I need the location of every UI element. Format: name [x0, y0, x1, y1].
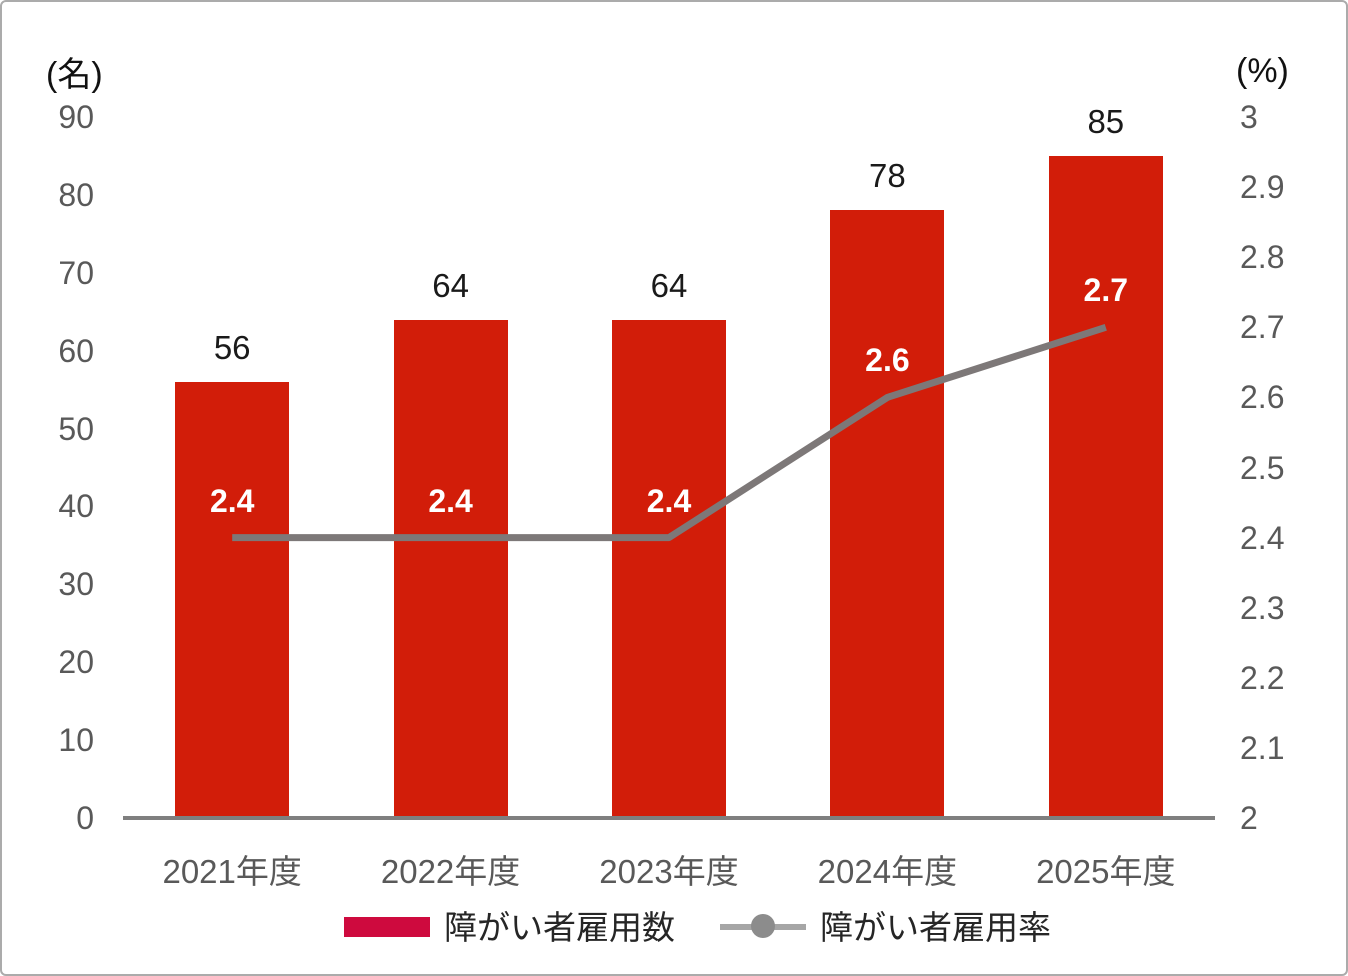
bar-3 — [830, 210, 945, 818]
line-value-label: 2.4 — [428, 482, 473, 519]
right-axis-tick: 2.1 — [1240, 729, 1285, 766]
left-axis-tick: 40 — [58, 488, 94, 525]
bar-0 — [175, 381, 290, 818]
left-axis-tick: 30 — [58, 566, 94, 603]
bar-value-label: 64 — [432, 266, 469, 304]
bar-value-label: 85 — [1087, 102, 1125, 140]
left-axis-tick: 70 — [58, 254, 94, 291]
left-axis-tick: 60 — [58, 332, 94, 369]
x-axis-line — [123, 816, 1215, 820]
legend-bar-swatch — [344, 917, 430, 937]
right-axis-tick: 2.3 — [1240, 589, 1285, 626]
right-axis-tick: 2.4 — [1240, 519, 1285, 556]
left-axis-tick: 10 — [58, 722, 94, 759]
x-axis-label: 2021年度 — [162, 853, 302, 890]
right-axis-tick: 2.8 — [1240, 239, 1285, 276]
right-axis-tick: 3 — [1240, 99, 1258, 135]
left-axis-tick: 50 — [58, 410, 94, 447]
right-axis-tick: 2.5 — [1240, 449, 1285, 486]
legend-marker-dot-icon — [751, 914, 775, 938]
line-value-label: 2.6 — [865, 342, 910, 379]
x-axis-label: 2024年度 — [817, 853, 958, 890]
right-axis-unit-label: (%) — [1236, 52, 1289, 90]
left-axis-unit-label: (名) — [46, 56, 103, 94]
left-axis-tick: 80 — [58, 176, 94, 213]
x-axis-label: 2022年度 — [380, 853, 521, 890]
right-axis-tick: 2.2 — [1240, 659, 1285, 696]
right-axis-tick: 2.6 — [1240, 379, 1285, 416]
line-value-label: 2.4 — [209, 482, 255, 519]
x-axis-label: 2023年度 — [599, 853, 739, 890]
bar-value-label: 64 — [650, 266, 688, 304]
right-axis-tick: 2.7 — [1240, 309, 1285, 346]
legend-label-employment-rate: 障がい者雇用率 — [820, 909, 1051, 946]
right-axis-tick: 2.9 — [1240, 169, 1285, 206]
bar-value-label: 78 — [869, 157, 906, 195]
left-axis-tick: 90 — [58, 99, 94, 135]
line-value-label: 2.7 — [1083, 272, 1129, 309]
left-axis-tick: 0 — [76, 800, 94, 836]
bar-4 — [1048, 155, 1163, 818]
line-value-label: 2.4 — [646, 482, 692, 519]
bar-value-label: 56 — [213, 328, 251, 366]
bar-1 — [393, 319, 508, 818]
left-axis-tick: 20 — [58, 644, 94, 681]
x-axis-label: 2025年度 — [1036, 853, 1176, 890]
bar-2 — [612, 319, 726, 818]
right-axis-tick: 2 — [1240, 800, 1258, 836]
legend-label-employment-count: 障がい者雇用数 — [444, 909, 675, 946]
